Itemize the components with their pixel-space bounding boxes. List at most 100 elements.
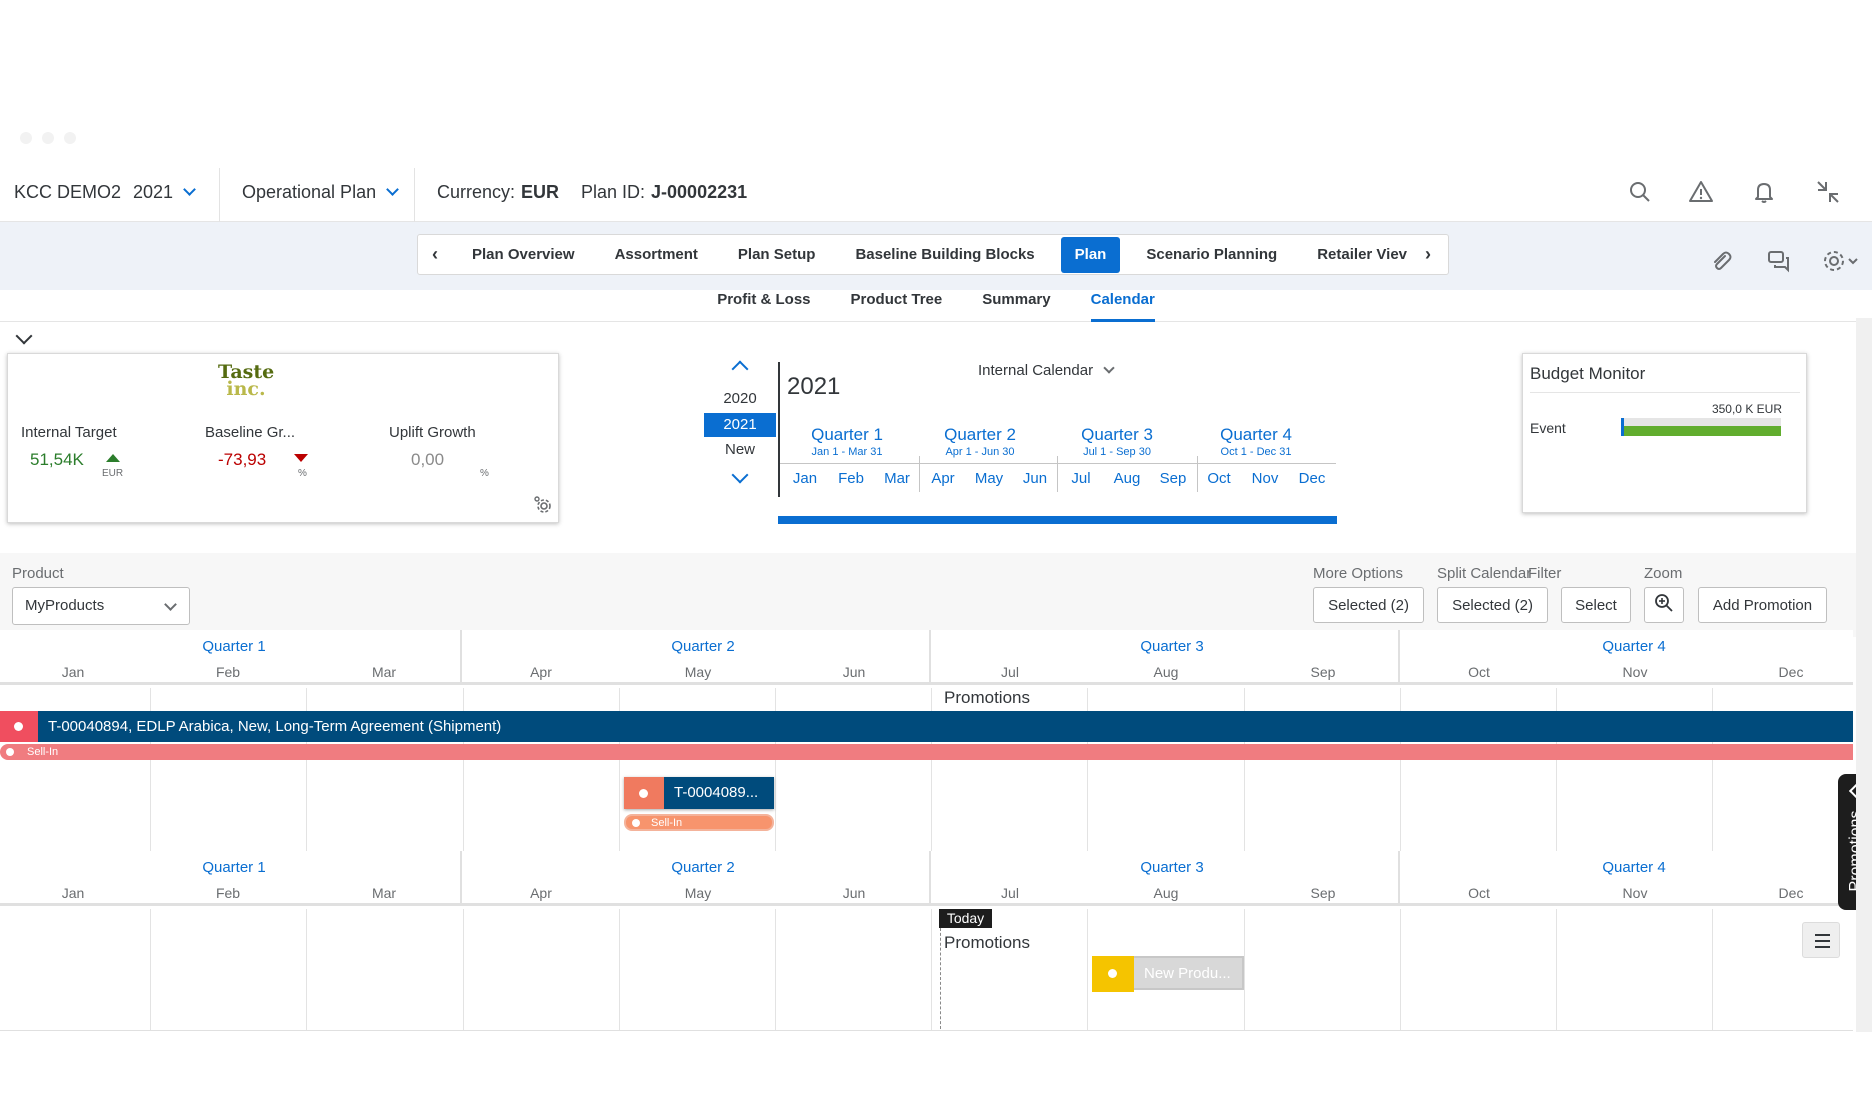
grid-line: [775, 909, 776, 1030]
overview-month-may[interactable]: May: [974, 470, 1004, 487]
product-select[interactable]: MyProducts: [12, 587, 190, 625]
divider: [414, 168, 415, 222]
promotions-section-label: Promotions: [944, 688, 1030, 707]
gantt-month-apr: Apr: [530, 664, 552, 680]
uplift-growth-value: 0,00: [411, 450, 445, 469]
overview-quarter-3[interactable]: Quarter 3 Jul 1 - Sep 30: [1052, 425, 1182, 458]
subtab-product-tree[interactable]: Product Tree: [850, 291, 943, 308]
bell-icon[interactable]: [1750, 178, 1778, 206]
tab-retailer-view[interactable]: Retailer Viev: [1317, 246, 1407, 263]
promotion-bar-t-0004089[interactable]: T-0004089...: [624, 777, 774, 809]
grid-line: [1712, 688, 1713, 851]
tab-plan[interactable]: Plan: [1060, 236, 1121, 273]
gantt-quarter-2: Quarter 2: [671, 638, 735, 655]
tab-plan-overview[interactable]: Plan Overview: [472, 246, 575, 263]
overview-month-jan[interactable]: Jan: [792, 470, 818, 487]
gantt-month-jul: Jul: [1001, 885, 1019, 901]
company-year-selector[interactable]: KCC DEMO2 2021: [14, 162, 196, 222]
tab-plan-setup[interactable]: Plan Setup: [737, 246, 816, 263]
company-name: KCC DEMO2: [14, 181, 122, 202]
year-option-new[interactable]: New: [724, 441, 755, 458]
kpi-settings-icon[interactable]: [532, 494, 552, 514]
search-icon[interactable]: [1626, 178, 1654, 206]
warning-icon[interactable]: [1687, 178, 1715, 206]
sell-in-bar[interactable]: Sell-In: [624, 814, 774, 831]
gantt-quarter-2: Quarter 2: [671, 859, 735, 876]
calendar-type-selector[interactable]: Internal Calendar: [978, 362, 1115, 379]
quarter-name: Quarter 3: [1081, 425, 1153, 444]
quarter-separator: [1398, 630, 1400, 685]
more-options-button[interactable]: Selected (2): [1313, 587, 1424, 623]
tab-scenario-planning[interactable]: Scenario Planning: [1146, 246, 1278, 263]
overview-month-jul[interactable]: Jul: [1071, 470, 1091, 487]
tabs-scroll-right[interactable]: ›: [1425, 244, 1431, 264]
tabs-scroll-left[interactable]: ‹: [432, 244, 438, 264]
year-down-chevron-icon[interactable]: [731, 466, 749, 484]
overview-quarter-2[interactable]: Quarter 2 Apr 1 - Jun 30: [915, 425, 1045, 458]
promotion-status-marker: [1092, 956, 1134, 992]
overview-divider: [778, 362, 780, 497]
overview-month-aug[interactable]: Aug: [1113, 470, 1141, 487]
grid-line: [1244, 909, 1245, 1030]
zoom-in-icon: [1654, 593, 1674, 617]
overview-quarter-4[interactable]: Quarter 4 Oct 1 - Dec 31: [1191, 425, 1321, 458]
plan-id-label: Plan ID:: [581, 181, 646, 202]
window-close-dot[interactable]: [20, 132, 32, 144]
overview-range-bar[interactable]: [778, 516, 1337, 524]
grid-line: [1712, 909, 1713, 1030]
chevron-down-icon: [1103, 362, 1115, 374]
window-maximize-dot[interactable]: [64, 132, 76, 144]
year-up-chevron-icon[interactable]: [731, 360, 749, 378]
exit-fullscreen-icon[interactable]: [1814, 178, 1842, 206]
quarter-name: Quarter 4: [1220, 425, 1292, 444]
zoom-label: Zoom: [1644, 565, 1683, 582]
filter-select-button[interactable]: Select: [1561, 587, 1631, 623]
currency-label: Currency:: [437, 181, 516, 202]
grid-line: [619, 688, 620, 851]
overview-month-apr[interactable]: Apr: [931, 470, 955, 487]
year-option-2021[interactable]: 2021: [704, 413, 776, 437]
filter-label: Filter: [1528, 565, 1562, 582]
sell-in-bar[interactable]: Sell-In: [0, 744, 1853, 760]
paperclip-icon[interactable]: [1708, 248, 1734, 274]
settings-icon[interactable]: [1822, 248, 1862, 274]
overview-month-feb[interactable]: Feb: [838, 470, 864, 487]
split-calendar-button[interactable]: Selected (2): [1437, 587, 1548, 623]
overview-month-sep[interactable]: Sep: [1159, 470, 1187, 487]
promotion-bar-new-product[interactable]: New Produ...: [1092, 956, 1244, 992]
gantt-month-feb: Feb: [215, 664, 241, 680]
baseline-growth-value: -73,93: [218, 450, 267, 469]
divider: [1530, 392, 1800, 393]
menu-icon[interactable]: [1802, 922, 1840, 958]
zoom-button[interactable]: [1644, 587, 1684, 623]
grid-line: [1556, 688, 1557, 851]
gantt-quarter-3: Quarter 3: [1140, 859, 1204, 876]
overview-quarter-1[interactable]: Quarter 1 Jan 1 - Mar 31: [782, 425, 912, 458]
subtab-profit-loss[interactable]: Profit & Loss: [717, 291, 811, 308]
tab-baseline-building-blocks[interactable]: Baseline Building Blocks: [855, 246, 1035, 263]
quarter-range: Oct 1 - Dec 31: [1220, 446, 1292, 458]
year-option-2020[interactable]: 2020: [723, 390, 757, 407]
overview-month-oct[interactable]: Oct: [1207, 470, 1231, 487]
promotion-bar-t-00040894[interactable]: T-00040894, EDLP Arabica, New, Long-Term…: [0, 711, 1853, 742]
promotion-title: T-0004089...: [674, 784, 759, 801]
gantt-month-mar: Mar: [371, 664, 397, 680]
tab-container: ‹ Plan Overview Assortment Plan Setup Ba…: [417, 234, 1449, 275]
chevron-down-icon: [164, 598, 177, 611]
vertical-scrollbar[interactable]: [1856, 318, 1872, 1032]
overview-month-mar[interactable]: Mar: [884, 470, 910, 487]
grid-line: [1556, 909, 1557, 1030]
filter-bar: Product MyProducts More Options Selected…: [0, 553, 1856, 637]
currency-info: Currency: EUR: [437, 162, 559, 222]
plan-type-selector[interactable]: Operational Plan: [242, 162, 399, 222]
subtab-calendar[interactable]: Calendar: [1090, 282, 1155, 322]
overview-month-dec[interactable]: Dec: [1298, 470, 1326, 487]
subtab-summary[interactable]: Summary: [982, 291, 1051, 308]
tab-assortment[interactable]: Assortment: [614, 246, 698, 263]
chat-icon[interactable]: [1766, 248, 1792, 274]
add-promotion-button[interactable]: Add Promotion: [1698, 587, 1827, 623]
overview-month-jun[interactable]: Jun: [1022, 470, 1048, 487]
window-minimize-dot[interactable]: [42, 132, 54, 144]
overview-month-nov[interactable]: Nov: [1251, 470, 1279, 487]
promotion-title: T-00040894, EDLP Arabica, New, Long-Term…: [48, 718, 502, 735]
